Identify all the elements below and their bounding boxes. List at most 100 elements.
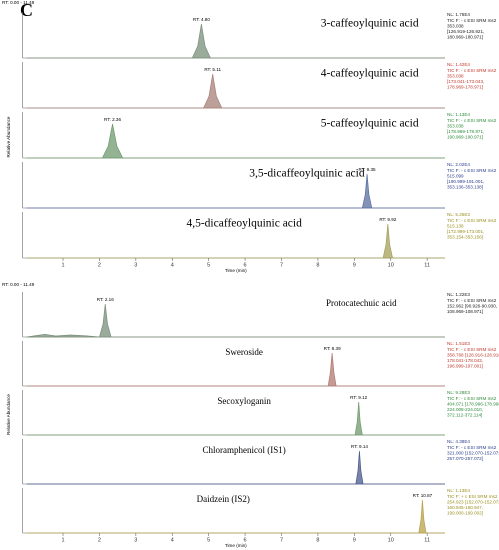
scan-info: NL: 1.76E4 [447, 12, 470, 17]
scan-info: NL: 1.13E4 [447, 488, 470, 493]
scan-info: TIC F: - c ESI SRM ms2 [447, 445, 497, 450]
retention-time-label: RT: 4.80 [193, 17, 210, 22]
scan-info: 353.038 [447, 23, 464, 28]
scan-info: 515.138 [447, 223, 464, 228]
scan-info: [190.999-191.001, [447, 179, 484, 184]
compound-name: Chloramphenicol (IS1) [203, 445, 286, 455]
chromatogram-trace [26, 173, 445, 209]
scan-info: TIC F: - c ESI SRM ms2 [447, 18, 497, 23]
chromatogram-trace [26, 303, 445, 338]
retention-time-label: RT: 10.87 [413, 493, 433, 498]
scan-info: NL: 1.13E4 [447, 112, 470, 117]
scan-info: 321.000 [152.070-152.072, [447, 450, 499, 455]
scan-info: NL: 1.42E4 [447, 62, 470, 67]
compound-name: 5-caffeoylquinic acid [321, 118, 419, 130]
scan-info: 224.008-224.010, [447, 407, 483, 412]
scan-info: 353.038 [447, 73, 464, 78]
x-axis-label: Time (min) [225, 543, 247, 548]
chromatogram-trace [26, 352, 445, 387]
scan-info: 404.071 [178.996-178.998, [447, 401, 499, 406]
compound-name: 3,5-dicaffeoylquinic acid [249, 168, 365, 180]
scan-info: 152.962 [90.926-90.930, [447, 303, 497, 308]
x-axis-label: Time (min) [225, 268, 247, 273]
x-tick-label: 9 [353, 537, 356, 543]
y-axis-label: Relative Abundance [6, 394, 11, 435]
x-tick-label: 7 [280, 262, 283, 268]
compound-name: 4-caffeoylquinic acid [321, 68, 419, 80]
scan-info: TIC F: + c ESI SRM ms2 [447, 494, 498, 499]
retention-time-label: RT: 8.39 [324, 346, 341, 351]
x-tick-label: 1 [61, 537, 64, 543]
x-tick-label: 6 [244, 537, 247, 543]
x-tick-label: 5 [207, 262, 210, 268]
retention-time-label: RT: 9.14 [351, 444, 368, 449]
x-tick-label: 1 [61, 262, 64, 268]
x-tick-label: 8 [316, 537, 319, 543]
chromatogram-trace [26, 401, 445, 436]
scan-info: 257.070-257.072] [447, 456, 483, 461]
x-tick-label: 11 [424, 537, 430, 543]
retention-time-label: RT: 9.35 [359, 167, 376, 172]
x-tick-label: 11 [424, 262, 430, 268]
retention-time-label: RT: 5.11 [204, 67, 221, 72]
x-tick-label: 7 [280, 537, 283, 543]
x-tick-label: 9 [353, 262, 356, 268]
scan-info: 372.112-372.114] [447, 413, 482, 418]
scan-info: 353.136-353.138] [447, 185, 483, 190]
y-axis-label: Relative Abundance [6, 116, 11, 157]
x-tick-label: 8 [316, 262, 319, 268]
scan-info: NL: 4.38E4 [447, 439, 470, 444]
scan-info: 160.945-160.947, [447, 505, 483, 510]
panel-letter: C [20, 0, 33, 20]
scan-info: 196.999-197.001] [447, 364, 483, 369]
scan-info: TIC F: - c ESI SRM ms2 [447, 168, 497, 173]
scan-info: 190.969-190.971] [447, 135, 483, 140]
x-tick-label: 10 [388, 537, 394, 543]
scan-info: 254.923 [152.070-152.072, [447, 499, 499, 504]
scan-info: TIC F: - c ESI SRM ms2 [447, 396, 497, 401]
scan-info: TIC F: - c ESI SRM ms2 [447, 218, 497, 223]
scan-info: [172.999-173.001, [447, 229, 484, 234]
scan-info: TIC F: - c ESI SRM ms2 [447, 68, 497, 73]
chromatogram-trace [26, 450, 445, 485]
scan-info: 180.969-180.971] [447, 35, 483, 40]
compound-name: 3-caffeoylquinic acid [321, 18, 419, 30]
scan-info: NL: 5.25E3 [447, 212, 470, 217]
scan-info: 178.041-178.043, [447, 358, 483, 363]
x-tick-label: 2 [98, 537, 101, 543]
range-header: RT: 0.00 - 11.49 [2, 282, 35, 287]
scan-info: [126.919-126.921, [447, 29, 484, 34]
chromatogram-trace [26, 73, 445, 109]
scan-info: TIC F: - c ESI SRM ms2 [447, 347, 497, 352]
scan-info: [178.969-178.971, [447, 129, 484, 134]
chromatogram-trace [26, 223, 445, 259]
scan-info: 108.969-108.971] [447, 309, 483, 314]
retention-time-label: RT: 9.12 [350, 395, 367, 400]
range-header: RT: 0.00 - 11.49 [2, 0, 35, 5]
x-tick-label: 4 [171, 262, 174, 268]
retention-time-label: RT: 2.16 [97, 297, 114, 302]
scan-info: 515.099 [447, 173, 464, 178]
scan-info: TIC F: - c ESI SRM ms2 [447, 118, 497, 123]
scan-info: 358.768 [126.916-126.918, [447, 352, 499, 357]
chromatogram-trace [26, 23, 445, 59]
chromatogram-trace [26, 499, 445, 534]
scan-info: NL: 2.02E4 [447, 162, 470, 167]
x-tick-label: 6 [244, 262, 247, 268]
scan-info: 353.154-353.156] [447, 235, 483, 240]
scan-info: [173.041-173.043, [447, 79, 484, 84]
scan-info: NL: 1.51E3 [447, 341, 470, 346]
x-tick-label: 4 [171, 537, 174, 543]
scan-info: NL: 1.22E3 [447, 292, 470, 297]
x-tick-label: 5 [207, 537, 210, 543]
scan-info: NL: 9.28E3 [447, 390, 470, 395]
retention-time-label: RT: 9.92 [379, 217, 396, 222]
compound-name: Daidzein (IS2) [197, 494, 250, 504]
x-tick-label: 2 [98, 262, 101, 268]
x-tick-label: 3 [134, 262, 137, 268]
compound-name: 4,5-dicaffeoylquinic acid [186, 218, 302, 230]
x-tick-label: 10 [388, 262, 394, 268]
chromatogram-trace [26, 123, 445, 159]
